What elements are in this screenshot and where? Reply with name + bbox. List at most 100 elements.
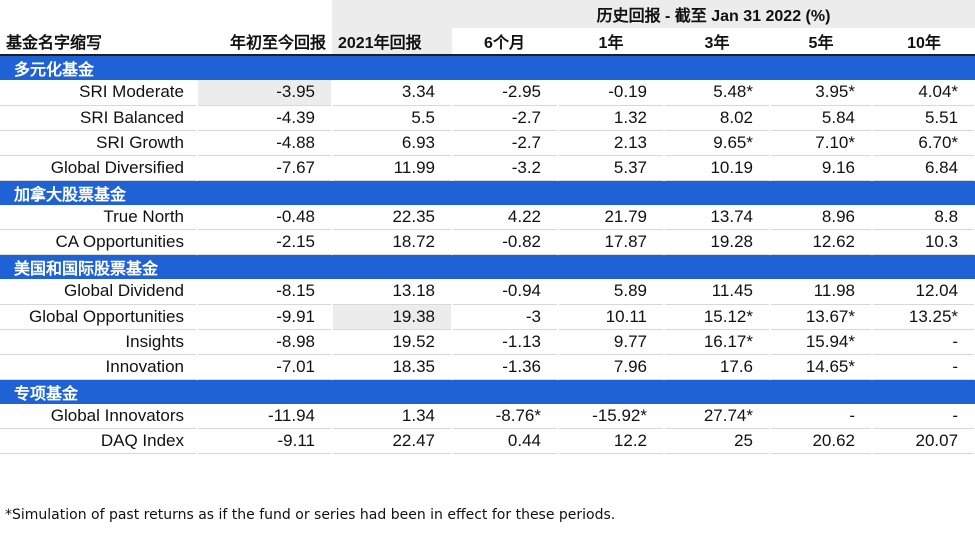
cell-y3: 15.12* <box>664 304 771 330</box>
cell-y1: 1.32 <box>558 105 665 131</box>
cell-y10: 10.3 <box>872 229 975 255</box>
cell-y3: 17.6 <box>664 354 771 380</box>
cell-ytd: -9.91 <box>197 304 333 330</box>
table-row: SRI Growth -4.88 6.93 -2.7 2.13 9.65* 7.10* 6.7… <box>0 130 975 156</box>
cell-y1: 9.77 <box>558 329 665 355</box>
cell-y3: 10.19 <box>664 155 771 181</box>
column-header-5y: 5年 <box>770 28 873 56</box>
cell-y5: 3.95* <box>770 80 873 106</box>
cell-m6: -2.7 <box>452 105 559 131</box>
cell-y10: 6.70* <box>872 130 975 156</box>
fund-name-cell: Insights <box>0 329 198 355</box>
cell-m6: 0.44 <box>452 428 559 454</box>
cell-y3: 11.45 <box>664 279 771 305</box>
cell-y1: 12.2 <box>558 428 665 454</box>
cell-y2021: 1.34 <box>332 403 453 429</box>
table-row: DAQ Index -9.11 22.47 0.44 12.2 25 20.62 20.07 <box>0 428 975 454</box>
fund-name-cell: SRI Moderate <box>0 80 198 106</box>
cell-m6: -3.2 <box>452 155 559 181</box>
cell-m6: -3 <box>452 304 559 330</box>
cell-y2021: 18.72 <box>332 229 453 255</box>
cell-ytd: -11.94 <box>197 403 333 429</box>
cell-y1: 7.96 <box>558 354 665 380</box>
cell-m6: -2.7 <box>452 130 559 156</box>
cell-y3: 19.28 <box>664 229 771 255</box>
cell-y5: 5.84 <box>770 105 873 131</box>
table-row: Global Innovators -11.94 1.34 -8.76* -15.92*… <box>0 403 975 429</box>
table-row: Global Diversified -7.67 11.99 -3.2 5.37 10.1… <box>0 155 975 181</box>
section-title: 美国和国际股票基金 <box>0 254 975 279</box>
cell-y1: 17.87 <box>558 229 665 255</box>
cell-y3: 25 <box>664 428 771 454</box>
cell-y2021: 22.47 <box>332 428 453 454</box>
cell-ytd: -7.01 <box>197 354 333 380</box>
cell-y10: 12.04 <box>872 279 975 305</box>
cell-ytd: -0.48 <box>197 204 333 230</box>
cell-ytd: -4.39 <box>197 105 333 131</box>
table-row: CA Opportunities -2.15 18.72 -0.82 17.87 19.2… <box>0 229 975 255</box>
cell-y10: 13.25* <box>872 304 975 330</box>
table-row: Insights -8.98 19.52 -1.13 9.77 16.17* 15.94* - <box>0 329 975 355</box>
column-header-10y: 10年 <box>872 28 975 56</box>
fund-name-cell: True North <box>0 204 198 230</box>
table-row: Global Dividend -8.15 13.18 -0.94 5.89 11.45 1… <box>0 279 975 305</box>
cell-y10: - <box>872 329 975 355</box>
cell-y2021: 18.35 <box>332 354 453 380</box>
cell-ytd: -4.88 <box>197 130 333 156</box>
fund-name-cell: Global Dividend <box>0 279 198 305</box>
cell-y2021: 19.52 <box>332 329 453 355</box>
fund-name-cell: CA Opportunities <box>0 229 198 255</box>
cell-y10: - <box>872 354 975 380</box>
section-header: 美国和国际股票基金 <box>0 254 975 279</box>
section-header: 加拿大股票基金 <box>0 179 975 205</box>
header-blank <box>332 0 452 28</box>
cell-y5: 8.96 <box>770 204 873 230</box>
cell-y3: 13.74 <box>664 204 771 230</box>
cell-ytd: -8.15 <box>197 279 333 305</box>
cell-m6: -1.36 <box>452 354 559 380</box>
cell-y5: 20.62 <box>770 428 873 454</box>
table-row: SRI Balanced -4.39 5.5 -2.7 1.32 8.02 5.84 5.51 <box>0 105 975 131</box>
header-blank <box>197 0 332 28</box>
cell-ytd: -2.15 <box>197 229 333 255</box>
fund-name-cell: SRI Balanced <box>0 105 198 131</box>
table-row: Global Opportunities -9.91 19.38 -3 10.11 15.… <box>0 304 975 330</box>
header-blank <box>0 0 197 28</box>
cell-y2021: 22.35 <box>332 204 453 230</box>
cell-y5: 9.16 <box>770 155 873 181</box>
cell-y5: - <box>770 403 873 429</box>
cell-y2021: 3.34 <box>332 80 453 106</box>
cell-y10: - <box>872 403 975 429</box>
cell-y10: 4.04* <box>872 80 975 106</box>
cell-y5: 14.65* <box>770 354 873 380</box>
fund-name-cell: Global Innovators <box>0 403 198 429</box>
cell-y10: 8.8 <box>872 204 975 230</box>
cell-y3: 9.65* <box>664 130 771 156</box>
cell-ytd: -7.67 <box>197 155 333 181</box>
cell-y10: 20.07 <box>872 428 975 454</box>
header-row-top: 历史回报 - 截至 Jan 31 2022 (%) <box>0 0 975 28</box>
cell-y1: 2.13 <box>558 130 665 156</box>
fund-name-cell: DAQ Index <box>0 428 198 454</box>
cell-y3: 27.74* <box>664 403 771 429</box>
cell-y1: 10.11 <box>558 304 665 330</box>
table-row: SRI Moderate -3.95 3.34 -2.95 -0.19 5.48* 3.95… <box>0 80 975 106</box>
section-header: 多元化基金 <box>0 54 975 80</box>
fund-name-cell: Innovation <box>0 354 198 380</box>
column-header-1y: 1年 <box>558 28 665 56</box>
cell-y5: 11.98 <box>770 279 873 305</box>
column-header-ytd: 年初至今回报 <box>197 28 332 56</box>
cell-y2021: 6.93 <box>332 130 453 156</box>
cell-ytd: -8.98 <box>197 329 333 355</box>
cell-ytd: -3.95 <box>197 80 333 106</box>
history-title: 历史回报 - 截至 Jan 31 2022 (%) <box>452 0 975 28</box>
section-title: 加拿大股票基金 <box>0 179 975 205</box>
cell-y1: 5.37 <box>558 155 665 181</box>
cell-y5: 12.62 <box>770 229 873 255</box>
cell-y10: 5.51 <box>872 105 975 131</box>
cell-m6: -0.82 <box>452 229 559 255</box>
cell-y2021: 11.99 <box>332 155 453 181</box>
footnote: *Simulation of past returns as if the fu… <box>5 507 616 523</box>
cell-y2021: 19.38 <box>332 304 453 330</box>
cell-y5: 15.94* <box>770 329 873 355</box>
